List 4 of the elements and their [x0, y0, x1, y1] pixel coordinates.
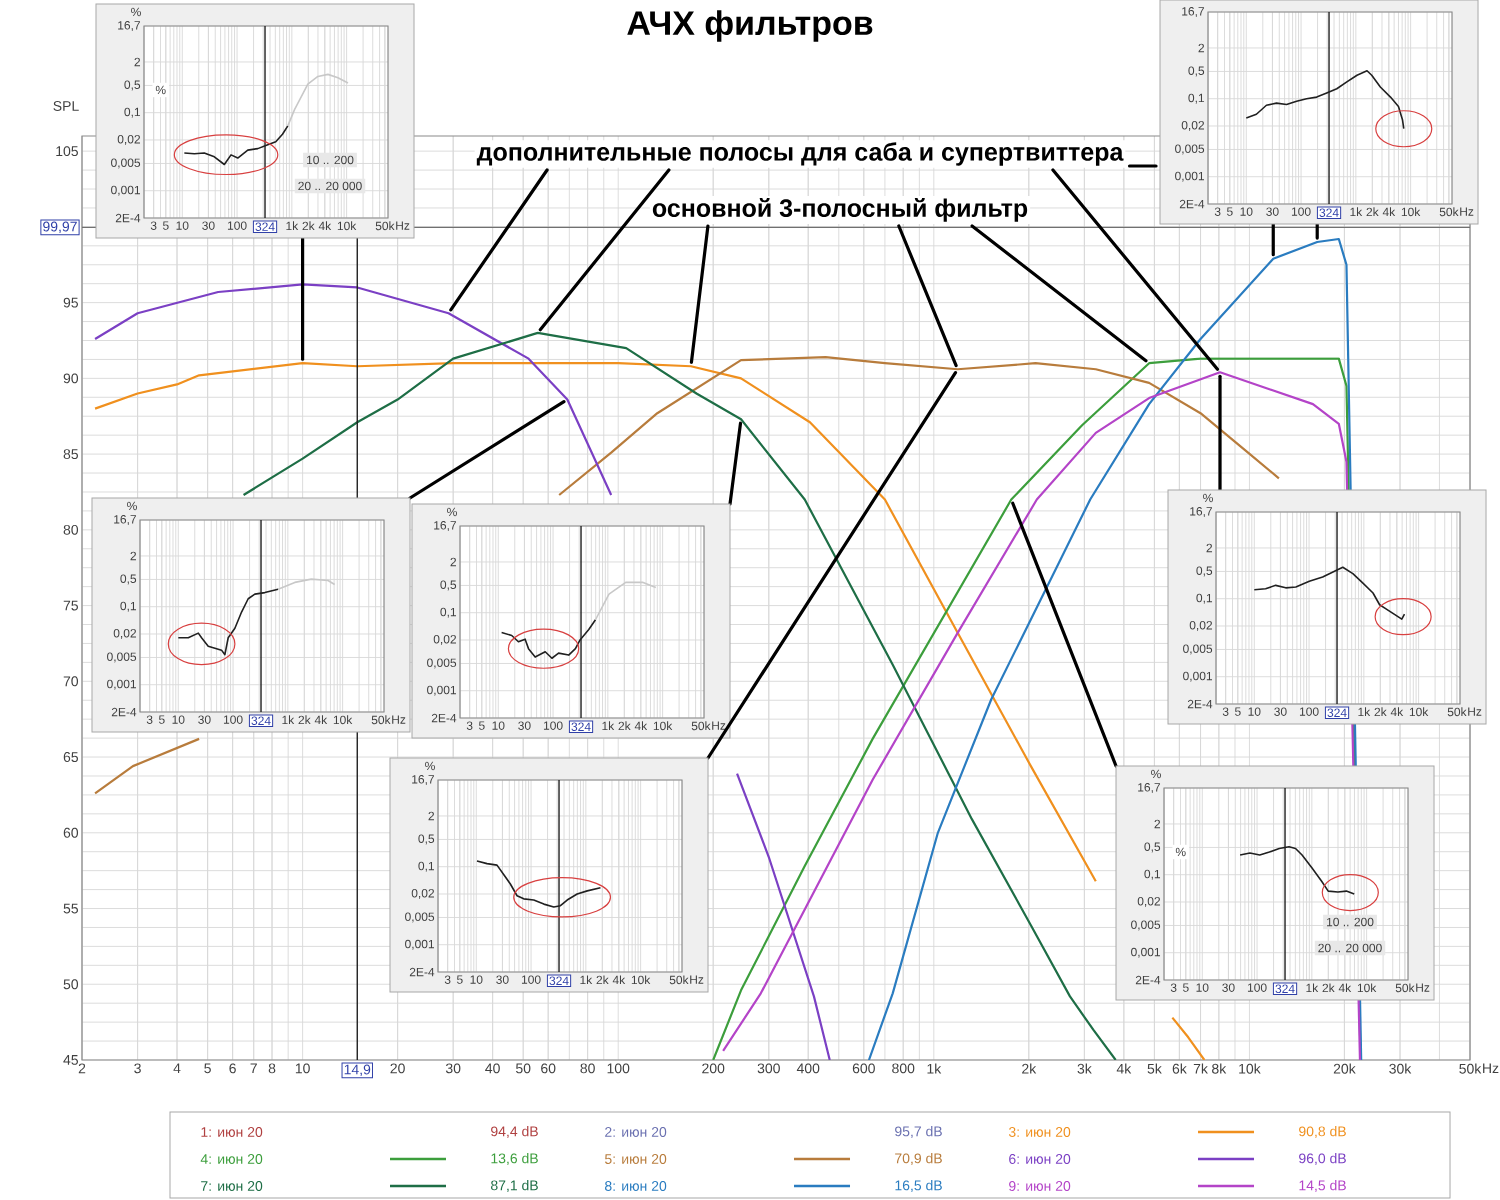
annotation: дополнительные полосы для саба и супертвиттера	[476, 142, 1124, 166]
chart-title: АЧХ фильтров	[627, 10, 873, 42]
line-series	[594, 581, 657, 621]
annotation: основной 3-полосный фильтр	[652, 198, 1028, 222]
